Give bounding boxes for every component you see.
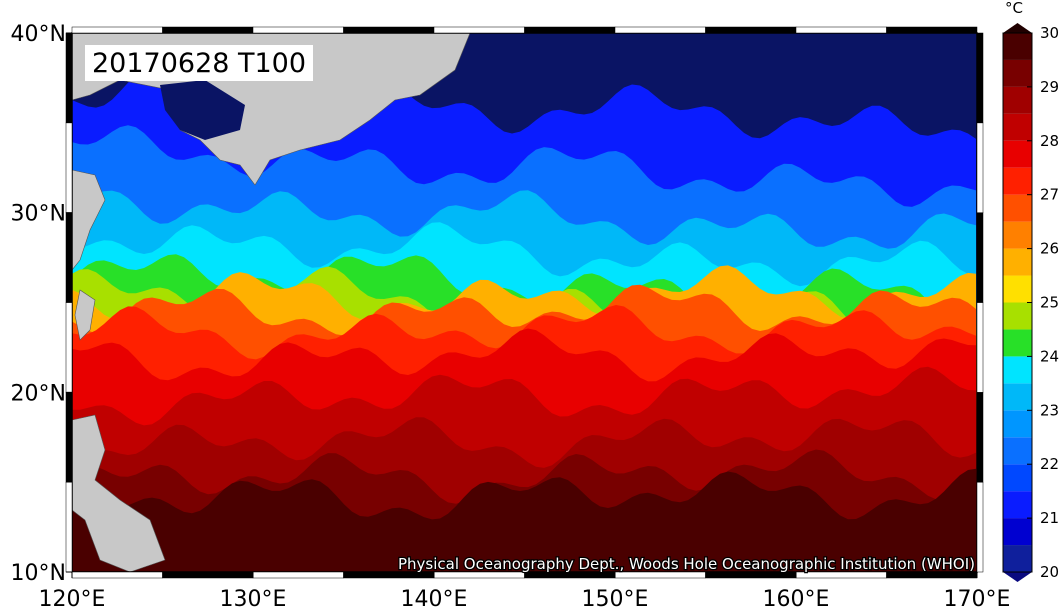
title-box [85, 45, 313, 81]
colorbar-segment [1003, 329, 1032, 357]
border-segment [65, 481, 73, 573]
x-tick-label: 160°E [763, 587, 830, 610]
colorbar-tick-label: 30 [1040, 24, 1059, 42]
colorbar-segment [1003, 275, 1032, 303]
colorbar-segment [1003, 437, 1032, 465]
x-tick-label: 150°E [582, 587, 649, 610]
colorbar-segment [1003, 518, 1032, 546]
colorbar-segment [1003, 113, 1032, 141]
border-segment [162, 571, 254, 579]
colorbar-segment [1003, 491, 1032, 519]
colorbar-unit: °C [1005, 0, 1023, 17]
colorbar-top-arrow [1003, 23, 1032, 33]
credit: Physical Oceanography Dept., Woods Hole … [398, 555, 975, 573]
colorbar-tick-label: 24 [1040, 347, 1059, 365]
border-segment [252, 26, 344, 34]
border-segment [252, 571, 344, 579]
border-segment [65, 32, 73, 124]
x-tick-label: 170°E [944, 587, 1011, 610]
y-tick-label: 20°N [11, 381, 66, 406]
temperature-field [72, 33, 977, 572]
colorbar-tick-label: 27 [1040, 186, 1059, 204]
border-segment [343, 26, 435, 34]
colorbar-tick-label: 28 [1040, 132, 1059, 150]
y-tick-label: 40°N [11, 22, 66, 47]
border-segment [976, 481, 984, 573]
colorbar-segment [1003, 86, 1032, 114]
y-tick-label: 30°N [11, 202, 66, 227]
border-segment [162, 26, 254, 34]
colorbar-tick-label: 26 [1040, 240, 1059, 258]
colorbar-segment [1003, 194, 1032, 222]
axes: 120°E 130°E 140°E 150°E 160°E 170°E 10°N 20°N 30… [11, 22, 1011, 610]
border-segment [71, 26, 163, 34]
border-segment [705, 26, 797, 34]
border-segment [524, 26, 616, 34]
colorbar-tick-label: 22 [1040, 455, 1059, 473]
border-segment [976, 122, 984, 213]
border-segment [433, 26, 525, 34]
border-segment [795, 26, 887, 34]
colorbar-segment [1003, 140, 1032, 168]
colorbar-segment [1003, 464, 1032, 492]
border-segment [976, 302, 984, 393]
temperature-band [72, 468, 977, 572]
colorbar-tick-label: 20 [1040, 563, 1059, 581]
border-segment [65, 302, 73, 393]
colorbar-tick-label: 23 [1040, 401, 1059, 419]
x-tick-label: 130°E [220, 587, 287, 610]
colorbar-segment [1003, 302, 1032, 330]
colorbar-bottom-arrow [1003, 572, 1032, 582]
border-segment [614, 26, 706, 34]
colorbar-segment [1003, 356, 1032, 384]
border-segment [71, 571, 163, 579]
colorbar-segment [1003, 545, 1032, 572]
border-segment [65, 122, 73, 213]
colorbar-tick-label: 25 [1040, 294, 1059, 312]
border-segment [976, 32, 984, 124]
x-tick-label: 140°E [401, 587, 468, 610]
colorbar-segment [1003, 33, 1032, 60]
colorbar-segment [1003, 410, 1032, 438]
border-segment [976, 392, 984, 483]
colorbar: 20 21 22 23 24 25 26 27 28 29 30 [1002, 23, 1059, 582]
colorbar-tick-label: 21 [1040, 509, 1059, 527]
frame-border [65, 26, 984, 579]
colorbar-segment [1003, 59, 1032, 87]
colorbar-segment [1003, 221, 1032, 249]
colorbar-segment [1003, 167, 1032, 195]
border-segment [65, 392, 73, 483]
border-segment [65, 212, 73, 303]
colorbar-segment [1003, 248, 1032, 276]
colorbar-tick-label: 29 [1040, 78, 1059, 96]
y-tick-label: 10°N [11, 561, 66, 586]
colorbar-segment [1003, 383, 1032, 411]
map-title: 20170628 T100 [92, 48, 306, 79]
border-segment [886, 26, 978, 34]
border-segment [976, 212, 984, 303]
x-tick-label: 120°E [39, 587, 106, 610]
